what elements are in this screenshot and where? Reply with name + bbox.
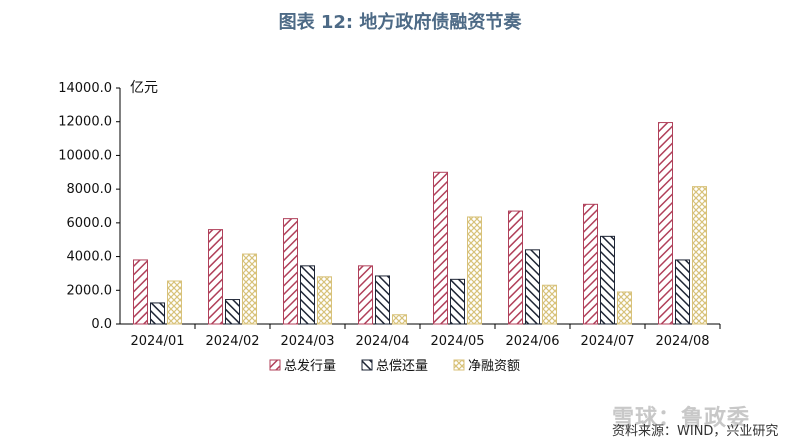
legend-swatch <box>269 359 281 371</box>
x-tick-label: 2024/05 <box>430 334 484 349</box>
y-tick-label: 2000.0 <box>67 283 113 298</box>
bar-3-2024-04 <box>392 314 407 325</box>
axes: 0.0 2000.0 4000.0 6000.0 8000.0 10000.0 12000.… <box>58 81 721 349</box>
bar-1-2024-08 <box>658 122 673 325</box>
y-tick-label: 6000.0 <box>67 216 113 231</box>
chart-title: 图表 12: 地方政府债融资节奏 <box>278 12 522 33</box>
x-tick-label: 2024/01 <box>130 334 184 349</box>
y-tick-label: 0.0 <box>91 317 112 332</box>
bar-3-2024-01 <box>167 280 182 325</box>
x-tick-label: 2024/07 <box>580 334 634 349</box>
bar-2-2024-08 <box>675 259 690 325</box>
y-tick-label: 14000.0 <box>58 81 112 96</box>
bar-3-2024-05 <box>467 216 482 325</box>
x-tick-label: 2024/06 <box>505 334 559 349</box>
bars <box>133 122 707 325</box>
y-tick-label: 12000.0 <box>58 115 112 130</box>
bar-2-2024-01 <box>150 302 165 325</box>
bar-1-2024-05 <box>433 171 448 325</box>
legend-swatch <box>361 359 373 371</box>
y-tick-label: 4000.0 <box>67 250 113 265</box>
y-tick-label: 8000.0 <box>67 182 113 197</box>
bar-1-2024-03 <box>283 218 298 325</box>
legend-label: 总偿还量 <box>376 359 428 374</box>
x-tick-label: 2024/02 <box>205 334 259 349</box>
bar-2-2024-05 <box>450 278 465 325</box>
bar-1-2024-06 <box>508 210 523 325</box>
bar-1-2024-02 <box>208 229 223 325</box>
bar-3-2024-02 <box>242 253 257 325</box>
bar-3-2024-07 <box>617 291 632 325</box>
bar-1-2024-01 <box>133 259 148 325</box>
legend-label: 总发行量 <box>284 358 336 374</box>
bar-3-2024-06 <box>542 284 557 325</box>
bar-2-2024-03 <box>300 265 315 325</box>
source-note: 资料来源：WIND，兴业研究 <box>612 424 779 439</box>
legend: 总发行量 总偿还量 净融资额 <box>269 358 520 374</box>
x-tick-label: 2024/03 <box>280 334 334 349</box>
bar-3-2024-03 <box>317 276 332 325</box>
legend-label: 净融资额 <box>468 359 520 374</box>
x-tick-label: 2024/08 <box>655 334 709 349</box>
bar-2-2024-06 <box>525 249 540 325</box>
watermark: 雪球：鲁政委 <box>612 406 751 431</box>
bar-1-2024-04 <box>358 265 373 325</box>
bar-2-2024-02 <box>225 299 240 325</box>
bar-3-2024-08 <box>692 186 707 325</box>
y-tick-label: 10000.0 <box>58 148 112 163</box>
x-tick-label: 2024/04 <box>355 334 409 349</box>
bar-2-2024-07 <box>600 235 615 325</box>
y-unit-label: 亿元 <box>130 80 158 96</box>
bar-1-2024-07 <box>583 203 598 325</box>
legend-swatch <box>453 359 465 371</box>
bar-2-2024-04 <box>375 275 390 325</box>
